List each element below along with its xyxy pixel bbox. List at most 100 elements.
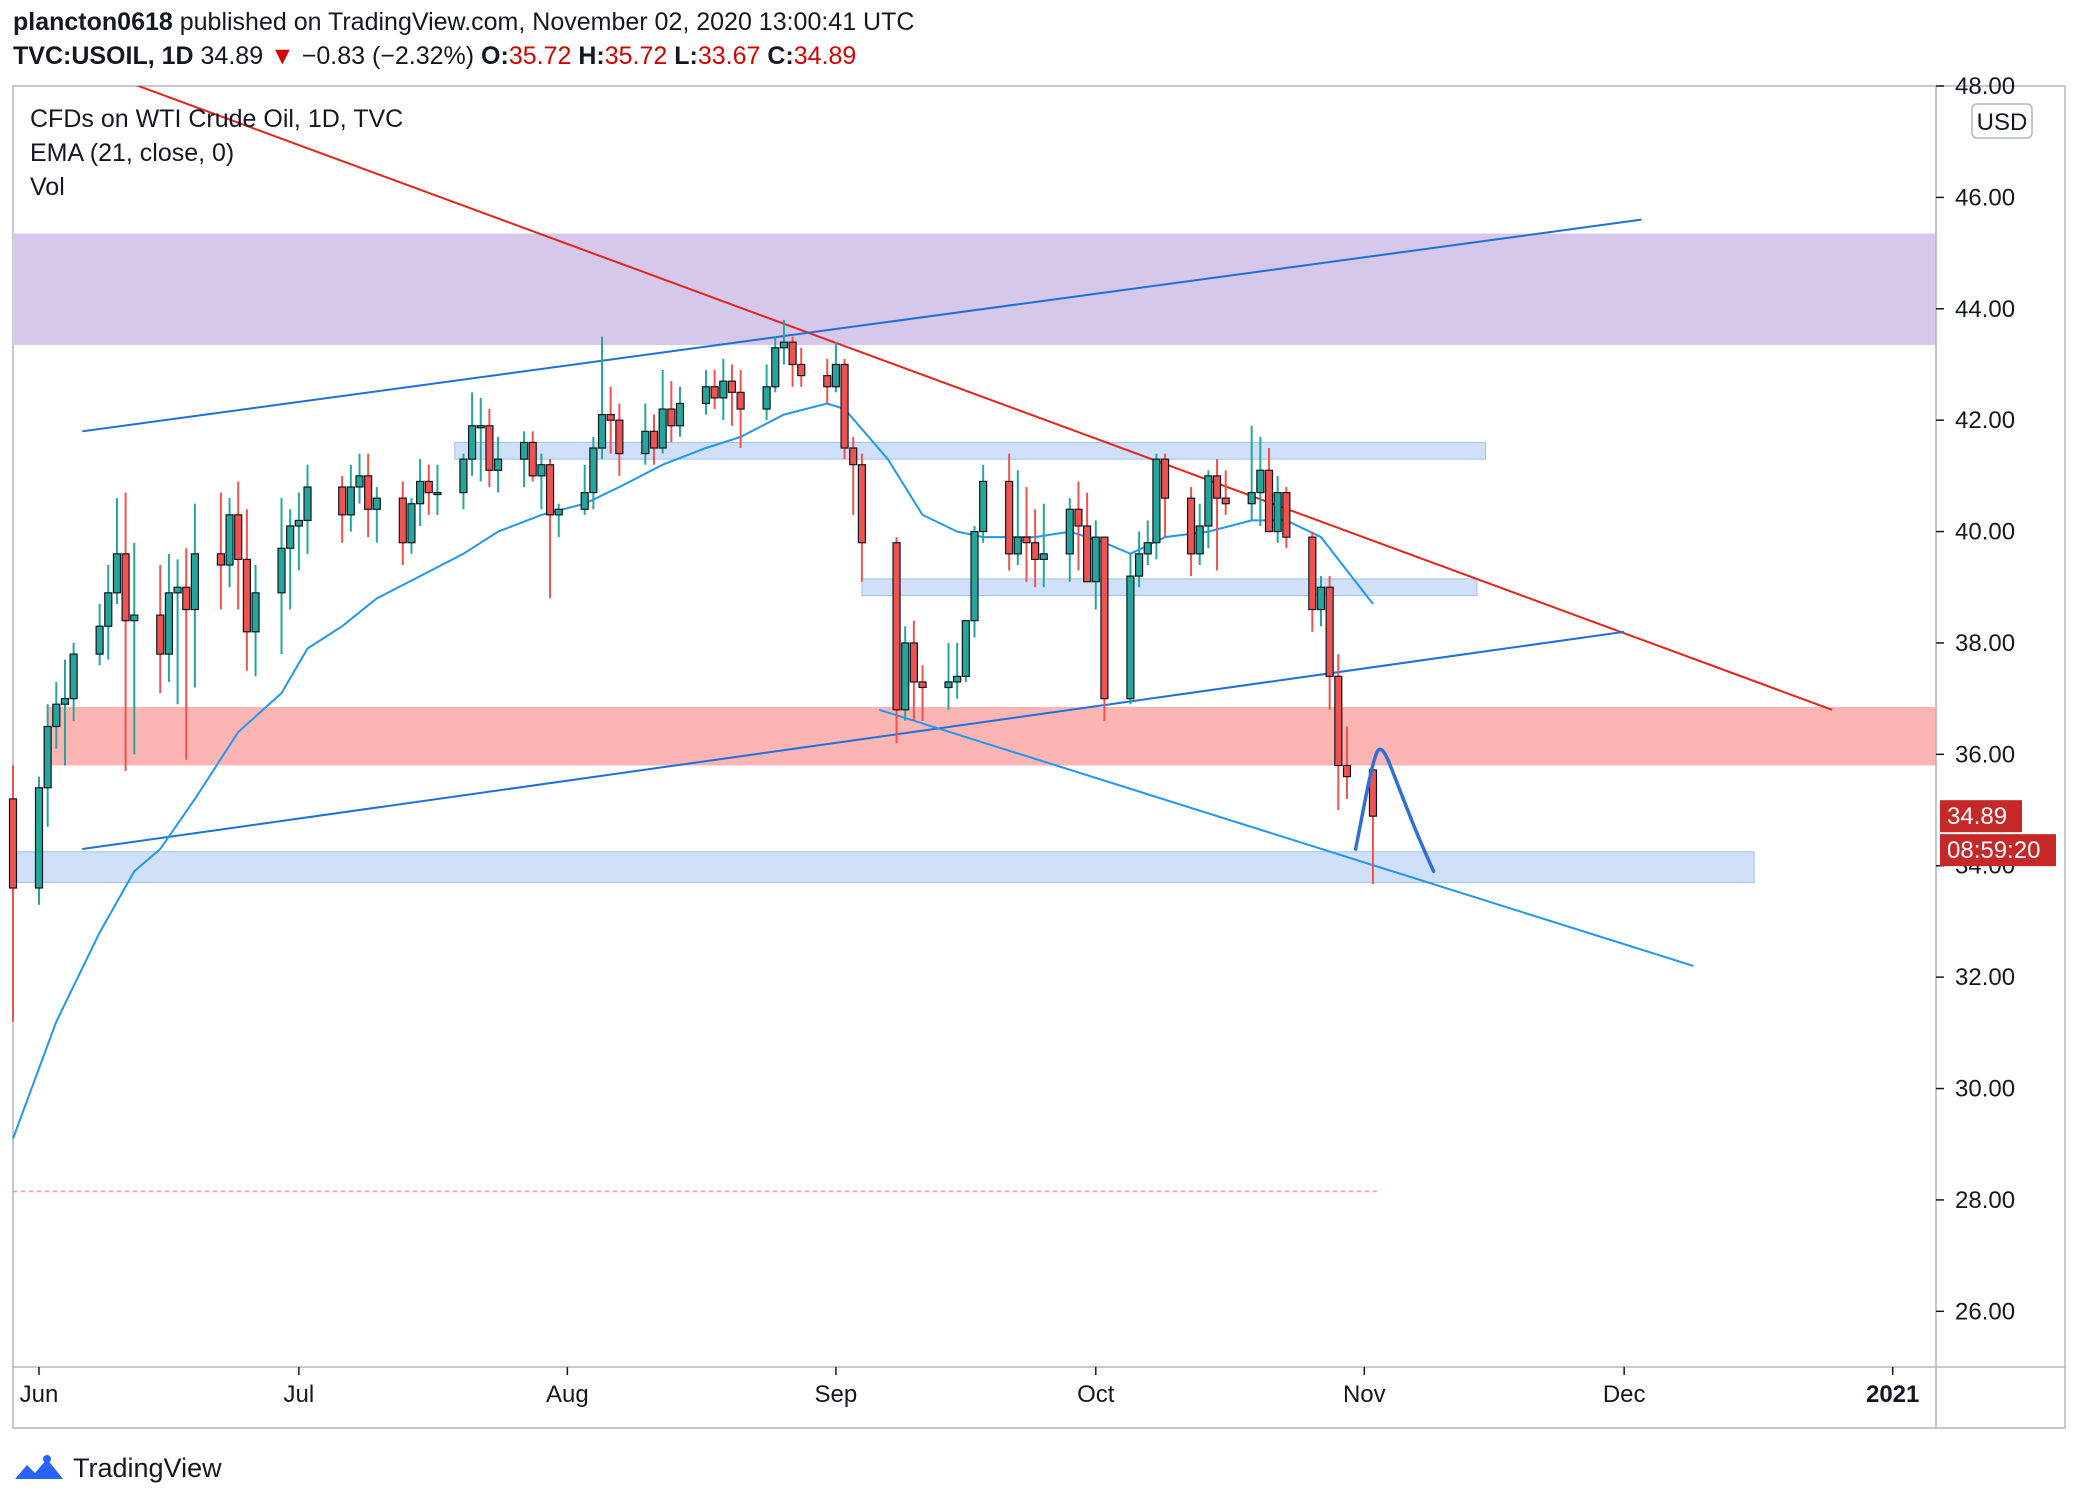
candle-body	[372, 497, 381, 510]
zone-red	[47, 707, 1936, 766]
last-price: 34.89	[200, 42, 264, 70]
candle-body	[104, 592, 113, 627]
candle-body	[69, 653, 78, 700]
x-tick-label: Sep	[815, 1381, 858, 1408]
candle-body	[1264, 469, 1274, 533]
candle-body	[355, 475, 364, 488]
candle-body	[1039, 553, 1048, 561]
candle-body	[277, 547, 286, 594]
candle-body	[918, 681, 927, 689]
publish-line: plancton0618 published on TradingView.co…	[13, 8, 914, 37]
price-change: −0.83 (−2.32%)	[301, 42, 475, 70]
x-tick-label: Oct	[1077, 1381, 1115, 1408]
candle-body	[1186, 497, 1196, 555]
candle-body	[338, 486, 347, 516]
candle-body	[857, 464, 866, 544]
currency-badge[interactable]: USD	[1971, 103, 2033, 139]
symbol-label: TVC:USOIL, 1D	[13, 42, 194, 70]
trendline-blue-upper	[82, 218, 1642, 433]
candle-body	[736, 391, 745, 410]
candle-body	[1074, 508, 1083, 527]
candle-body	[970, 530, 979, 622]
zone-purple	[13, 233, 1936, 345]
candle-body	[762, 386, 771, 410]
candle-body	[216, 553, 225, 566]
candle-body	[1316, 586, 1326, 611]
y-tick-label: 38.00	[1955, 630, 2015, 657]
ema-21-line	[12, 402, 1374, 1139]
legend-title[interactable]: CFDs on WTI Crude Oil, 1D, TVC	[30, 105, 404, 133]
candle-body	[519, 441, 529, 460]
candle-body	[1091, 536, 1100, 583]
candle-body	[1221, 497, 1230, 505]
price-badges: 34.89 08:59:20	[1940, 800, 2056, 867]
candle-body	[251, 592, 260, 633]
candle-body	[112, 553, 122, 594]
x-tick-label: Dec	[1603, 1381, 1646, 1408]
author-name[interactable]: plancton0618	[13, 8, 173, 36]
candle-body	[675, 402, 685, 427]
projection-layer	[1353, 747, 1436, 874]
candle-body	[545, 464, 555, 516]
candle-body	[953, 675, 962, 683]
time-axis[interactable]: Jun Jul Aug Sep Oct Nov Dec 2021	[20, 1367, 1920, 1408]
price-axis[interactable]: 26.0028.0030.0032.0034.0036.0038.0040.00…	[1936, 73, 2015, 1325]
candle-body	[182, 586, 191, 611]
candle-body	[286, 525, 295, 549]
candle-body	[597, 414, 607, 449]
chart-frame	[12, 85, 2066, 1429]
candle-body	[1273, 491, 1282, 533]
y-tick-label: 46.00	[1955, 184, 2015, 211]
last-price-badge-label: 34.89	[1947, 803, 2007, 830]
candle-body	[1212, 475, 1222, 499]
legend-vol[interactable]: Vol	[30, 173, 65, 201]
footer-brand[interactable]: TradingView	[13, 1448, 222, 1488]
candle-body	[1126, 575, 1135, 700]
y-tick-label: 32.00	[1955, 964, 2015, 991]
candle-body	[1134, 553, 1144, 577]
trendline-blue-falling	[878, 708, 1694, 967]
low-value: 33.67	[697, 42, 761, 70]
candle-body	[416, 480, 425, 505]
candle-body	[130, 614, 139, 622]
legend-ema[interactable]: EMA (21, close, 0)	[30, 139, 235, 167]
zone-blue-top	[454, 441, 1487, 460]
candle-body	[944, 681, 953, 689]
candle-body	[1325, 586, 1334, 677]
candle-body	[961, 620, 970, 677]
candle-body	[95, 625, 104, 655]
high-value: 35.72	[604, 42, 668, 70]
candle-body	[823, 375, 832, 388]
candle-body	[719, 380, 728, 399]
candle-body	[1160, 458, 1170, 499]
projection-path	[1353, 747, 1436, 874]
trendline-blue-lower	[82, 630, 1625, 851]
candle-body	[1308, 536, 1317, 611]
candle-body	[797, 363, 806, 377]
candle-body	[1031, 542, 1040, 561]
trendlines-layer	[13, 86, 1833, 1193]
candle-body	[294, 519, 303, 527]
candle-body	[364, 475, 373, 510]
y-tick-label: 42.00	[1955, 407, 2015, 434]
candle-body	[1143, 542, 1152, 555]
close-value: 34.89	[793, 42, 857, 70]
candle-body	[710, 386, 719, 399]
tradingview-logo-icon	[15, 1455, 63, 1479]
open-label: O:	[481, 42, 509, 70]
candle-body	[485, 425, 494, 471]
candle-body	[52, 703, 61, 728]
candle-body	[1152, 458, 1161, 544]
candle-body	[779, 341, 789, 349]
candle-body	[788, 341, 797, 366]
y-tick-label: 30.00	[1955, 1076, 2015, 1103]
candle-body	[156, 614, 165, 655]
candle-body	[1342, 764, 1352, 778]
last-price-badge	[1940, 800, 2022, 833]
low-label: L:	[674, 42, 698, 70]
high-label: H:	[578, 42, 605, 70]
brand-name: TradingView	[73, 1452, 222, 1483]
candle-body	[606, 414, 615, 421]
y-tick-label: 28.00	[1955, 1187, 2015, 1214]
